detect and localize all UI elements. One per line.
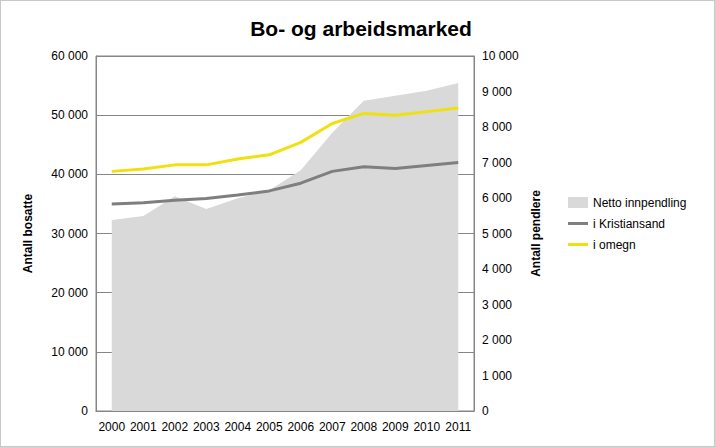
svg-text:2010: 2010 xyxy=(413,420,440,434)
svg-text:Bo- og arbeidsmarked: Bo- og arbeidsmarked xyxy=(250,17,472,40)
svg-text:9 000: 9 000 xyxy=(482,85,512,99)
svg-text:2002: 2002 xyxy=(161,420,188,434)
svg-text:Antall bosatte: Antall bosatte xyxy=(21,194,35,274)
svg-text:60 000: 60 000 xyxy=(51,49,88,63)
svg-text:Netto innpendling: Netto innpendling xyxy=(593,196,686,210)
svg-text:2 000: 2 000 xyxy=(482,333,512,347)
svg-text:i omegn: i omegn xyxy=(593,238,636,252)
svg-text:1 000: 1 000 xyxy=(482,369,512,383)
svg-text:50 000: 50 000 xyxy=(51,108,88,122)
svg-text:2004: 2004 xyxy=(224,420,251,434)
svg-text:3 000: 3 000 xyxy=(482,298,512,312)
svg-text:2000: 2000 xyxy=(98,420,125,434)
svg-text:4 000: 4 000 xyxy=(482,262,512,276)
svg-text:2008: 2008 xyxy=(350,420,377,434)
svg-text:2009: 2009 xyxy=(382,420,409,434)
svg-text:10 000: 10 000 xyxy=(482,49,519,63)
svg-text:2007: 2007 xyxy=(319,420,346,434)
svg-text:10 000: 10 000 xyxy=(51,345,88,359)
svg-text:6 000: 6 000 xyxy=(482,191,512,205)
svg-text:0: 0 xyxy=(81,404,88,418)
svg-text:20 000: 20 000 xyxy=(51,286,88,300)
svg-text:8 000: 8 000 xyxy=(482,120,512,134)
svg-text:i Kristiansand: i Kristiansand xyxy=(593,217,665,231)
svg-text:2003: 2003 xyxy=(193,420,220,434)
svg-text:Antall pendlere: Antall pendlere xyxy=(529,190,543,277)
svg-text:40 000: 40 000 xyxy=(51,167,88,181)
svg-text:2005: 2005 xyxy=(256,420,283,434)
svg-text:2006: 2006 xyxy=(287,420,314,434)
svg-text:7 000: 7 000 xyxy=(482,156,512,170)
svg-text:2001: 2001 xyxy=(130,420,157,434)
svg-text:2011: 2011 xyxy=(445,420,471,434)
svg-text:0: 0 xyxy=(482,404,489,418)
svg-text:30 000: 30 000 xyxy=(51,227,88,241)
svg-text:5 000: 5 000 xyxy=(482,227,512,241)
